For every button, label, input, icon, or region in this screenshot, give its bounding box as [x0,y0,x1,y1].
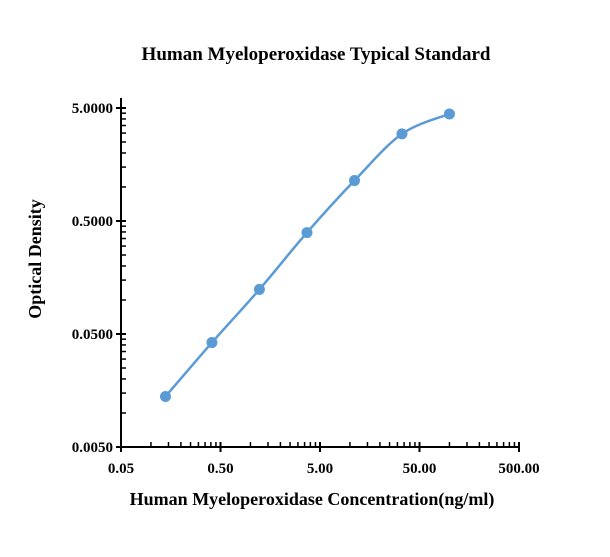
series [159,108,455,402]
x-tick-label: 0.05 [108,461,134,477]
y-tick-label: 0.5000 [72,214,113,230]
x-tick-label: 500.00 [498,461,539,477]
x-tick-label: 0.50 [207,461,233,477]
data-point [206,337,218,349]
data-point [349,175,361,187]
y-tick-label: 0.0500 [72,327,113,343]
x-tick-label: 50.00 [403,461,437,477]
data-point [253,283,265,295]
y-axis-label: Optical Density [25,199,45,319]
x-axis-label: Human Myeloperoxidase Concentration(ng/m… [130,489,495,510]
tick-labels: 0.05 0.50 5.00 50.00 500.00 0.0050 0.0500 0.500… [72,101,540,477]
series-line [164,112,450,398]
x-tick-label: 5.00 [307,461,333,477]
data-point [396,128,408,140]
data-point [443,108,455,120]
y-tick-label: 0.0050 [72,440,113,456]
data-point [301,227,313,239]
chart-title: Human Myeloperoxidase Typical Standard [142,44,491,65]
data-point [159,390,171,402]
y-tick-label: 5.0000 [72,101,113,117]
axes [116,98,520,452]
